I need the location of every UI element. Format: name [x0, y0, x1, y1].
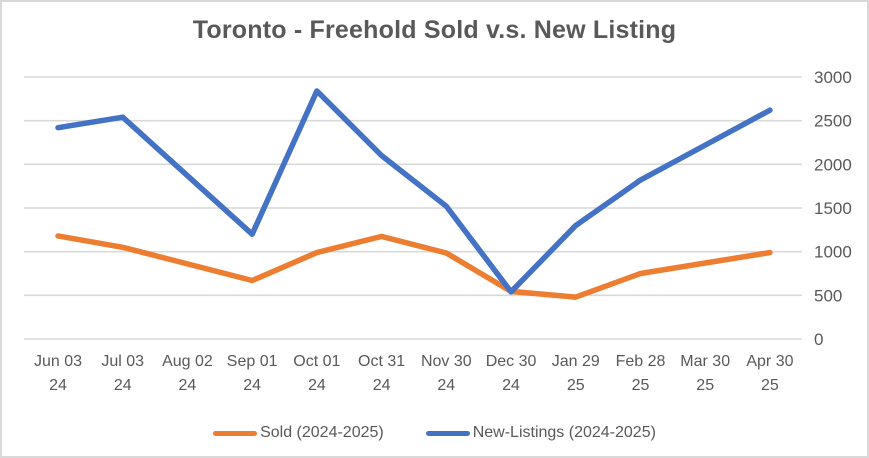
- y-axis-tick-label: 500: [814, 286, 842, 305]
- y-axis-tick-label: 2000: [814, 155, 852, 174]
- x-axis-tick-label-year: 25: [696, 377, 714, 394]
- x-axis-tick-label-year: 24: [243, 377, 261, 394]
- y-axis-tick-label: 1000: [814, 243, 852, 262]
- x-axis-tick-label-year: 24: [373, 377, 391, 394]
- legend-item-sold: Sold (2024-2025): [213, 424, 384, 442]
- x-axis-tick-label-date: Oct 01: [293, 353, 340, 370]
- y-axis-tick-label: 1500: [814, 199, 852, 218]
- x-axis-tick-label-year: 24: [308, 377, 326, 394]
- x-axis-tick-label-year: 24: [49, 377, 67, 394]
- x-axis-tick-label-date: Apr 30: [746, 353, 793, 370]
- x-axis-tick-label-year: 25: [632, 377, 650, 394]
- chart-title: Toronto - Freehold Sold v.s. New Listing: [192, 16, 677, 44]
- x-axis-tick-label-year: 24: [502, 377, 520, 394]
- sold-series-swatch: [213, 430, 258, 436]
- y-axis-tick-label: 2500: [814, 112, 852, 131]
- x-axis-tick-label-date: Oct 31: [358, 353, 405, 370]
- y-axis-tick-label: 3000: [814, 68, 852, 87]
- x-axis-tick-label-date: Jul 03: [101, 353, 144, 370]
- x-axis-tick-label-date: Mar 30: [680, 353, 730, 370]
- legend-item-new-listings: New-Listings (2024-2025): [425, 424, 656, 442]
- x-axis-tick-label-date: Jan 29: [552, 353, 600, 370]
- chart-legend: Sold (2024-2025) New-Listings (2024-2025…: [2, 424, 867, 442]
- x-axis-tick-label-date: Nov 30: [421, 353, 472, 370]
- x-axis-tick-label-date: Sep 01: [227, 353, 278, 370]
- x-axis-tick-label-year: 25: [567, 377, 585, 394]
- x-axis-tick-label-date: Feb 28: [616, 353, 666, 370]
- series-line-sold: [55, 233, 773, 300]
- x-axis-tick-label-year: 24: [179, 377, 197, 394]
- x-axis-tick-label-year: 24: [437, 377, 455, 394]
- x-axis-tick-label-date: Jun 03: [34, 353, 82, 370]
- new-listings-series-label: New-Listings (2024-2025): [472, 424, 656, 441]
- new-listings-series-swatch: [425, 430, 470, 436]
- series-line-new-listings: [55, 88, 773, 295]
- x-axis-tick-label-date: Aug 02: [162, 353, 213, 370]
- x-axis-tick-label-date: Dec 30: [486, 353, 537, 370]
- sold-series-label: Sold (2024-2025): [260, 424, 384, 441]
- x-axis-tick-label-year: 24: [114, 377, 132, 394]
- x-axis-tick-label-year: 25: [761, 377, 779, 394]
- y-axis-tick-label: 0: [814, 330, 823, 349]
